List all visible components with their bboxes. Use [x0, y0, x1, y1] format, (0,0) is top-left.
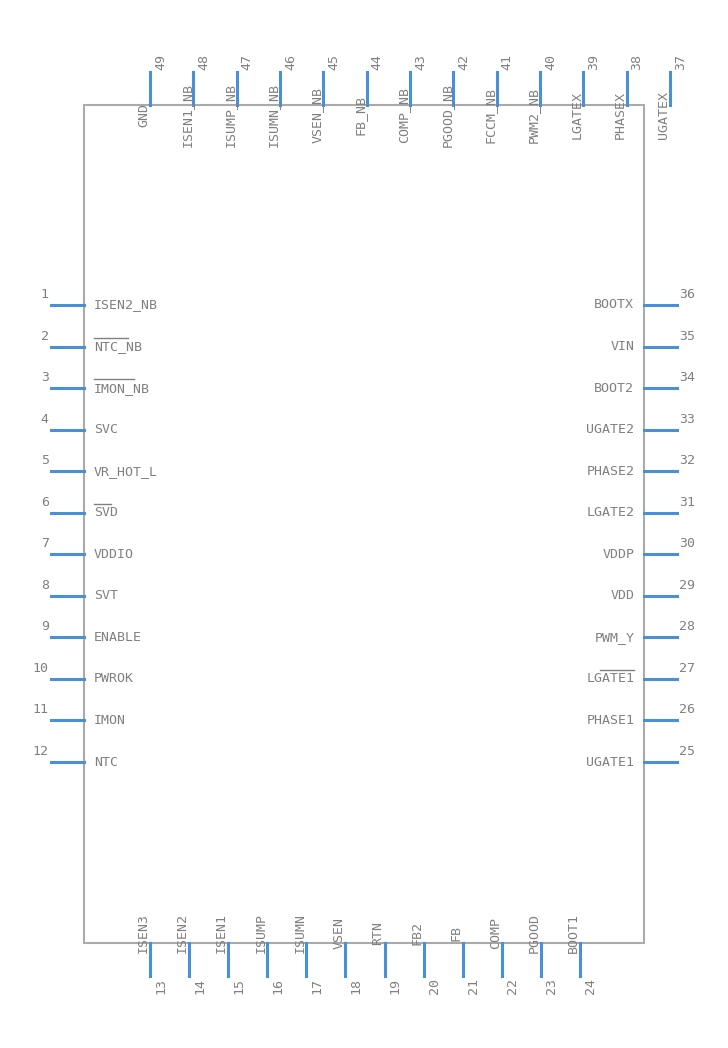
Text: PGOOD: PGOOD — [528, 913, 541, 954]
Text: 4: 4 — [41, 413, 49, 425]
Text: 27: 27 — [679, 662, 695, 675]
Text: VSEN_NB: VSEN_NB — [310, 87, 323, 143]
Text: 49: 49 — [154, 53, 167, 70]
Text: FCCM_NB: FCCM_NB — [483, 87, 496, 143]
Text: 46: 46 — [284, 53, 297, 70]
Text: 36: 36 — [679, 288, 695, 301]
Text: SVC: SVC — [94, 423, 118, 436]
Text: LGATE1: LGATE1 — [586, 673, 634, 685]
Text: 40: 40 — [544, 53, 557, 70]
Text: PHASE1: PHASE1 — [586, 714, 634, 727]
Text: GND: GND — [137, 103, 150, 127]
Text: VR_HOT_L: VR_HOT_L — [94, 464, 158, 478]
Text: 37: 37 — [674, 53, 687, 70]
Text: 8: 8 — [41, 578, 49, 592]
Text: 25: 25 — [679, 745, 695, 758]
Text: 32: 32 — [679, 454, 695, 467]
Text: 48: 48 — [197, 53, 210, 70]
Bar — [84, 105, 644, 943]
Text: 42: 42 — [457, 53, 470, 70]
Text: BOOTX: BOOTX — [594, 299, 634, 311]
Text: 12: 12 — [33, 745, 49, 758]
Text: UGATE2: UGATE2 — [586, 423, 634, 436]
Text: 47: 47 — [241, 53, 253, 70]
Text: 35: 35 — [679, 329, 695, 343]
Text: IMON_NB: IMON_NB — [94, 381, 150, 395]
Text: 45: 45 — [328, 53, 340, 70]
Text: 5: 5 — [41, 454, 49, 467]
Text: 33: 33 — [679, 413, 695, 425]
Text: VDDP: VDDP — [602, 548, 634, 561]
Text: 44: 44 — [371, 53, 384, 70]
Text: ISEN1_NB: ISEN1_NB — [181, 83, 194, 147]
Text: 2: 2 — [41, 329, 49, 343]
Text: 39: 39 — [587, 53, 601, 70]
Text: NTC: NTC — [94, 756, 118, 768]
Text: IMON: IMON — [94, 714, 126, 727]
Text: 3: 3 — [41, 371, 49, 384]
Text: PWROK: PWROK — [94, 673, 134, 685]
Text: ENABLE: ENABLE — [94, 631, 142, 643]
Text: BOOT2: BOOT2 — [594, 381, 634, 395]
Text: 29: 29 — [679, 578, 695, 592]
Text: FB_NB: FB_NB — [354, 94, 367, 135]
Text: 43: 43 — [414, 53, 427, 70]
Text: 41: 41 — [501, 53, 514, 70]
Text: 21: 21 — [467, 978, 480, 995]
Text: PWM2_NB: PWM2_NB — [527, 87, 540, 143]
Text: ISUMP_NB: ISUMP_NB — [223, 83, 237, 147]
Text: ISUMN: ISUMN — [293, 913, 306, 954]
Text: LGATEX: LGATEX — [570, 91, 583, 138]
Text: 14: 14 — [193, 978, 206, 995]
Text: ISEN2: ISEN2 — [176, 913, 189, 954]
Text: VSEN: VSEN — [333, 917, 346, 949]
Text: ISEN1: ISEN1 — [215, 913, 228, 954]
Text: 7: 7 — [41, 538, 49, 550]
Text: 17: 17 — [310, 978, 323, 995]
Text: COMP_NB: COMP_NB — [397, 87, 410, 143]
Text: ISUMN_NB: ISUMN_NB — [267, 83, 280, 147]
Text: PWM_Y: PWM_Y — [594, 631, 634, 643]
Text: 34: 34 — [679, 371, 695, 384]
Text: ISEN3: ISEN3 — [137, 913, 150, 954]
Text: ISUMP: ISUMP — [254, 913, 267, 954]
Text: NTC_NB: NTC_NB — [94, 340, 142, 353]
Text: LGATE2: LGATE2 — [586, 506, 634, 519]
Text: BOOT1: BOOT1 — [567, 913, 580, 954]
Text: COMP: COMP — [488, 917, 502, 949]
Text: PHASE2: PHASE2 — [586, 464, 634, 478]
Text: VDDIO: VDDIO — [94, 548, 134, 561]
Text: ISEN2_NB: ISEN2_NB — [94, 299, 158, 311]
Text: 1: 1 — [41, 288, 49, 301]
Text: 26: 26 — [679, 703, 695, 717]
Text: VDD: VDD — [610, 589, 634, 603]
Text: 19: 19 — [389, 978, 402, 995]
Text: PGOOD_NB: PGOOD_NB — [440, 83, 454, 147]
Text: 38: 38 — [630, 53, 644, 70]
Text: RTN: RTN — [371, 921, 384, 945]
Text: 20: 20 — [427, 978, 440, 995]
Text: SVD: SVD — [94, 506, 118, 519]
Text: 9: 9 — [41, 620, 49, 633]
Text: VIN: VIN — [610, 340, 634, 353]
Text: 11: 11 — [33, 703, 49, 717]
Text: 31: 31 — [679, 496, 695, 508]
Text: 30: 30 — [679, 538, 695, 550]
Text: 18: 18 — [349, 978, 363, 995]
Text: 23: 23 — [545, 978, 558, 995]
Text: UGATEX: UGATEX — [657, 91, 670, 138]
Text: 13: 13 — [154, 978, 167, 995]
Text: SVT: SVT — [94, 589, 118, 603]
Text: 15: 15 — [232, 978, 245, 995]
Text: 28: 28 — [679, 620, 695, 633]
Text: 6: 6 — [41, 496, 49, 508]
Text: FB: FB — [450, 925, 463, 941]
Text: 16: 16 — [272, 978, 284, 995]
Text: 22: 22 — [506, 978, 519, 995]
Text: 24: 24 — [584, 978, 597, 995]
Text: PHASEX: PHASEX — [614, 91, 627, 138]
Text: FB2: FB2 — [411, 921, 424, 945]
Text: 10: 10 — [33, 662, 49, 675]
Text: UGATE1: UGATE1 — [586, 756, 634, 768]
